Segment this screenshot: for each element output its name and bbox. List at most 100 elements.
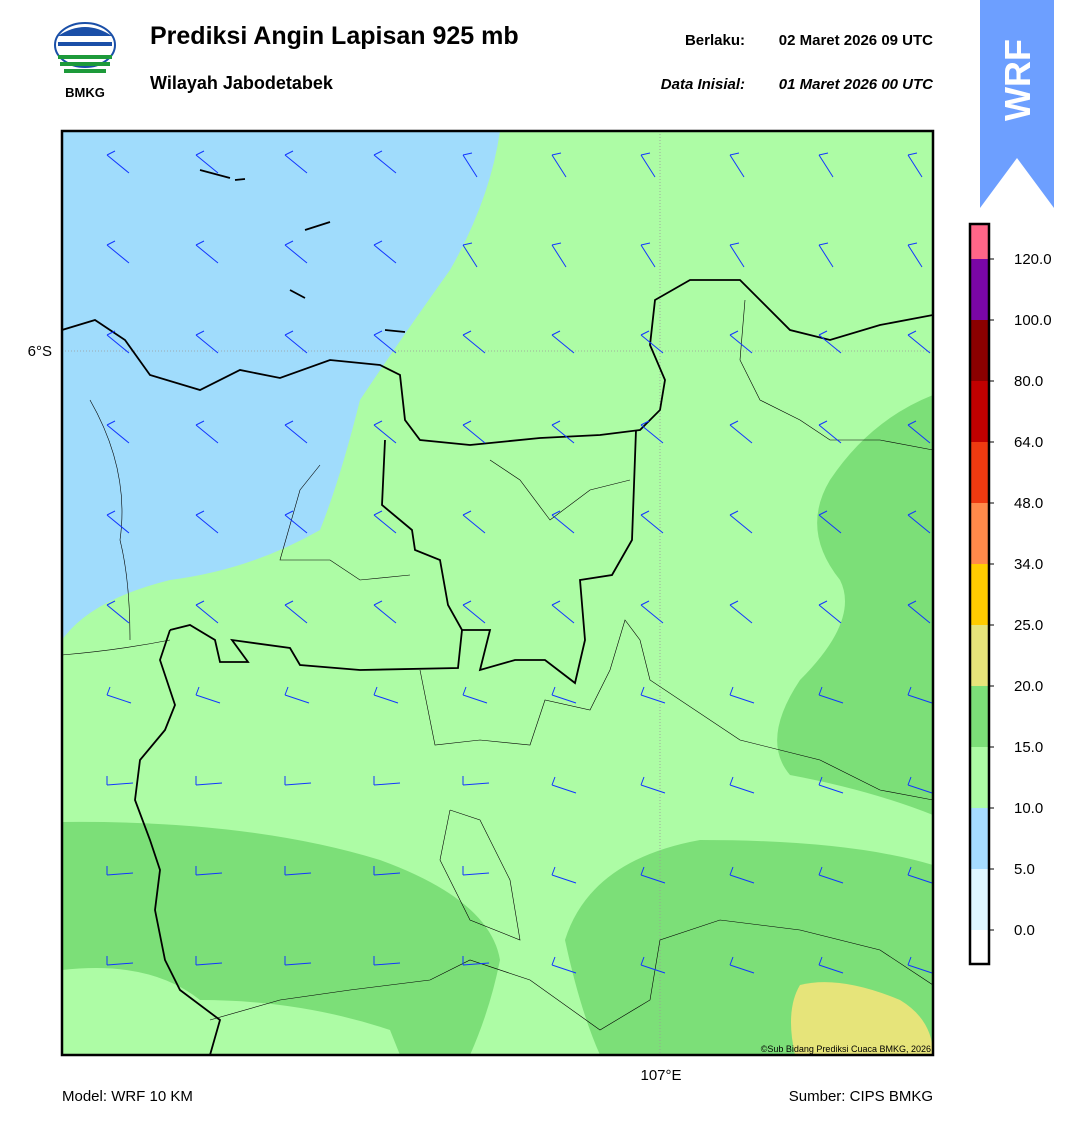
wind-barb (818, 956, 844, 974)
colorbar-segment (970, 320, 989, 381)
wind-barb (818, 510, 842, 534)
wind-barb (551, 420, 575, 444)
wind-barb (907, 420, 931, 444)
wind-barb (462, 600, 486, 624)
wind-barb (106, 686, 132, 704)
title: Prediksi Angin Lapisan 925 mb (150, 22, 519, 50)
wind-barb (818, 776, 844, 794)
wind-barb (729, 330, 753, 354)
wind-barb (195, 150, 219, 174)
wind-barb (462, 152, 478, 178)
wind-barb (462, 686, 488, 704)
colorbar-label: 25.0 (1014, 617, 1043, 634)
wind-barb (729, 152, 745, 178)
colorbar-label: 20.0 (1014, 678, 1043, 695)
wind-barb (551, 866, 577, 884)
wind-barb (373, 776, 401, 786)
wind-barb (106, 956, 134, 966)
wind-barb (551, 330, 575, 354)
wind-barb (284, 420, 308, 444)
wind-barb (640, 686, 666, 704)
wind-barb (284, 956, 312, 966)
wind-barb (195, 510, 219, 534)
wind-barb (551, 600, 575, 624)
wind-barb (462, 510, 486, 534)
wind-barb (284, 686, 310, 704)
wind-barb (284, 330, 308, 354)
wind-barb (284, 240, 308, 264)
colorbar-label: 5.0 (1014, 861, 1035, 878)
colorbar-segment (970, 224, 989, 259)
wind-barb (195, 600, 219, 624)
wind-barb (106, 420, 130, 444)
wind-barb (907, 510, 931, 534)
colorbar-segment (970, 808, 989, 869)
logo-text: BMKG (65, 85, 105, 100)
valid-label: Berlaku: (685, 32, 745, 49)
wind-barb (373, 330, 397, 354)
wind-barb (106, 150, 130, 174)
wrf-badge: WRF (980, 0, 1054, 208)
wind-barb (640, 242, 656, 268)
wind-barb (462, 866, 490, 876)
colorbar-segment (970, 747, 989, 808)
wind-barb (284, 776, 312, 786)
wind-barb (551, 956, 577, 974)
wind-barb (729, 242, 745, 268)
colorbar-segment (970, 503, 989, 564)
wind-barb (195, 330, 219, 354)
colorbar-label: 100.0 (1014, 312, 1052, 329)
wind-barb (907, 600, 931, 624)
wind-barb (284, 510, 308, 534)
wind-barb (907, 956, 933, 974)
wind-barb (462, 330, 486, 354)
wind-barb (373, 686, 399, 704)
wind-barb (195, 776, 223, 786)
wind-barb (551, 510, 575, 534)
wind-barb (729, 776, 755, 794)
model: Model: WRF 10 KM (62, 1088, 193, 1105)
wind-barb (195, 686, 221, 704)
wind-barb (551, 776, 577, 794)
wind-barb (818, 866, 844, 884)
wind-barb (106, 240, 130, 264)
colorbar-segment (970, 259, 989, 320)
wind-barb (907, 242, 923, 268)
wind-barb (106, 330, 130, 354)
wind-barb (907, 866, 933, 884)
wind-barb (373, 420, 397, 444)
colorbar-segment (970, 869, 989, 930)
wind-barb (195, 240, 219, 264)
wind-barb (462, 242, 478, 268)
wind-barb (640, 330, 664, 354)
colorbar-label: 64.0 (1014, 434, 1043, 451)
wind-barb (818, 330, 842, 354)
wind-barb (284, 866, 312, 876)
wind-barb (373, 240, 397, 264)
colorbar-segment (970, 930, 989, 964)
lat-label: 6°S (28, 343, 52, 360)
colorbar-segment (970, 625, 989, 686)
wind-barb (640, 600, 664, 624)
wind-barb (462, 776, 490, 786)
wind-barb (818, 152, 834, 178)
source: Sumber: CIPS BMKG (789, 1088, 933, 1105)
lon-label: 107°E (640, 1067, 681, 1084)
valid-time: 02 Maret 2026 09 UTC (779, 32, 933, 49)
wind-barb (729, 866, 755, 884)
wind-barb (106, 776, 134, 786)
wind-barb (818, 600, 842, 624)
wind-barb (818, 686, 844, 704)
colorbar-segment (970, 442, 989, 503)
subtitle: Wilayah Jabodetabek (150, 73, 334, 93)
wind-barb (462, 956, 490, 966)
wind-barb (907, 152, 923, 178)
wind-barbs (106, 150, 933, 974)
logo: BMKG (54, 22, 116, 100)
wind-barb (818, 420, 842, 444)
colorbar-label: 80.0 (1014, 373, 1043, 390)
map: ©Sub Bidang Prediksi Cuaca BMKG, 2026 (62, 131, 933, 1055)
wind-barb (195, 956, 223, 966)
colorbar-label: 10.0 (1014, 800, 1043, 817)
